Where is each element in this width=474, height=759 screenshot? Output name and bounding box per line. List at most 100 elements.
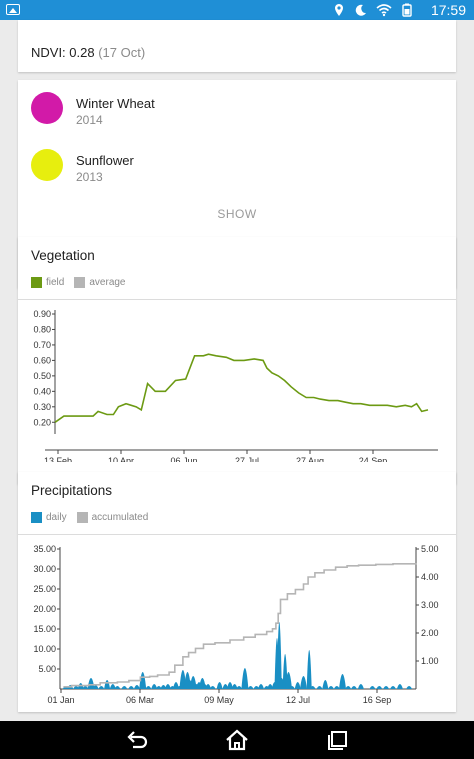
y-right-tick-label: 4.00: [421, 572, 439, 582]
daily-bar: [300, 676, 307, 689]
x-tick-label: 12 Jul: [286, 695, 310, 705]
accumulated-line: [63, 563, 417, 688]
legend-label-average: average: [89, 277, 126, 288]
y-tick-label: 0.30: [33, 402, 51, 412]
daily-bar: [396, 684, 403, 689]
image-icon: [6, 4, 20, 15]
legend-swatch-average: [74, 277, 86, 288]
precipitations-card: Precipitations daily accumulated 35.00 30…: [18, 472, 456, 712]
ndvi-value: NDVI: 0.28: [31, 45, 95, 60]
legend-swatch-field: [31, 277, 42, 288]
daily-bar: [231, 684, 238, 689]
ndvi-date: (17 Oct): [98, 45, 146, 60]
vegetation-card: Vegetation field average 0.90 0.80 0.70 0.6…: [18, 237, 456, 484]
daily-bar: [128, 686, 135, 689]
x-tick-label: 27 Aug: [296, 456, 324, 462]
precipitations-title: Precipitations: [31, 483, 113, 498]
daily-bar: [92, 685, 99, 689]
daily-bar: [104, 680, 111, 689]
legend-label-field: field: [46, 277, 65, 288]
x-tick-label: 13 Feb: [44, 456, 72, 462]
y-right-tick-label: 1.00: [421, 656, 439, 666]
location-icon: [335, 4, 343, 16]
daily-bar: [209, 686, 216, 689]
y-left-tick-label: 35.00: [33, 544, 56, 554]
daily-bar: [164, 684, 171, 689]
ndvi-card: NDVI: 0.28 (17 Oct): [18, 20, 456, 72]
daily-bar: [316, 686, 323, 689]
daily-bar: [276, 622, 282, 689]
y-left-tick-label: 10.00: [33, 644, 56, 654]
daily-bar: [339, 674, 346, 689]
x-tick-label: 06 Mar: [126, 695, 154, 705]
y-tick-label: 0.80: [33, 324, 51, 334]
vegetation-chart-svg: 0.90 0.80 0.70 0.60 0.50 0.40 0.30 0.20 13 Feb 10…: [33, 309, 438, 462]
daily-bar: [160, 685, 167, 689]
y-left-tick-label: 15.00: [33, 624, 56, 634]
y-right-tick-label: 5.00: [421, 544, 439, 554]
vegetation-title: Vegetation: [31, 248, 95, 263]
daily-bar: [351, 686, 357, 689]
y-left-tick-label: 5.00: [38, 664, 56, 674]
battery-icon: [402, 3, 412, 17]
daily-bar: [357, 684, 364, 689]
daily-bar: [328, 686, 334, 689]
y-left-tick-label: 20.00: [33, 604, 56, 614]
daily-bar: [333, 686, 340, 689]
y-right-tick-label: 3.00: [421, 600, 439, 610]
back-icon[interactable]: [123, 728, 151, 752]
status-bar: 17:59: [0, 0, 474, 20]
crop-color-dot: [31, 149, 63, 181]
x-tick-label: 16 Sep: [363, 695, 392, 705]
crop-name: Winter Wheat: [76, 96, 155, 111]
daily-bar: [306, 650, 312, 689]
crop-name: Sunflower: [76, 153, 134, 168]
y-left-tick-label: 25.00: [33, 584, 56, 594]
precipitations-chart[interactable]: 35.00 30.00 25.00 20.00 15.00 10.00 5.00 5.00 4.…: [18, 534, 456, 705]
daily-bar: [406, 686, 413, 689]
daily-bar: [145, 686, 152, 689]
x-tick-label: 24 Sep: [359, 456, 388, 462]
home-icon[interactable]: [223, 728, 251, 752]
daily-bar: [369, 686, 376, 689]
daily-bar: [114, 686, 121, 689]
daily-bar: [390, 686, 396, 689]
daily-bar: [98, 686, 105, 689]
daily-bar: [309, 686, 316, 689]
x-tick-label: 09 May: [204, 695, 234, 705]
daily-bar: [73, 686, 80, 689]
status-time: 17:59: [430, 2, 466, 18]
vegetation-chart[interactable]: 0.90 0.80 0.70 0.60 0.50 0.40 0.30 0.20 13 Feb 10…: [18, 299, 456, 462]
y-tick-label: 0.40: [33, 386, 51, 396]
crop-year: 2014: [76, 113, 103, 127]
navigation-bar: [0, 721, 474, 759]
legend-swatch-daily: [31, 512, 42, 523]
y-tick-label: 0.70: [33, 340, 51, 350]
moon-icon: [355, 4, 366, 16]
daily-bar: [227, 682, 233, 689]
crop-year: 2013: [76, 170, 103, 184]
daily-bar: [345, 686, 352, 689]
wifi-icon: [376, 4, 392, 17]
legend-label-daily: daily: [46, 512, 67, 523]
daily-bar: [236, 686, 243, 689]
daily-bar: [82, 686, 89, 689]
y-tick-label: 0.90: [33, 309, 51, 319]
series-line-field: [54, 353, 429, 423]
vegetation-legend: field average: [31, 277, 132, 288]
y-left-tick-label: 30.00: [33, 564, 56, 574]
legend-label-accumulated: accumulated: [91, 512, 149, 523]
y-tick-label: 0.50: [33, 371, 51, 381]
precipitations-legend: daily accumulated: [31, 512, 154, 523]
daily-bar: [222, 684, 229, 689]
ndvi-summary: NDVI: 0.28 (17 Oct): [31, 45, 145, 60]
x-tick-label: 06 Jun: [170, 456, 197, 462]
daily-bar: [285, 672, 292, 689]
daily-bar: [289, 686, 295, 689]
daily-bar: [383, 686, 390, 689]
recent-apps-icon[interactable]: [324, 728, 352, 752]
daily-bar: [139, 672, 147, 689]
daily-bar: [253, 686, 260, 689]
show-button[interactable]: SHOW: [217, 207, 257, 221]
daily-bar: [205, 684, 212, 689]
